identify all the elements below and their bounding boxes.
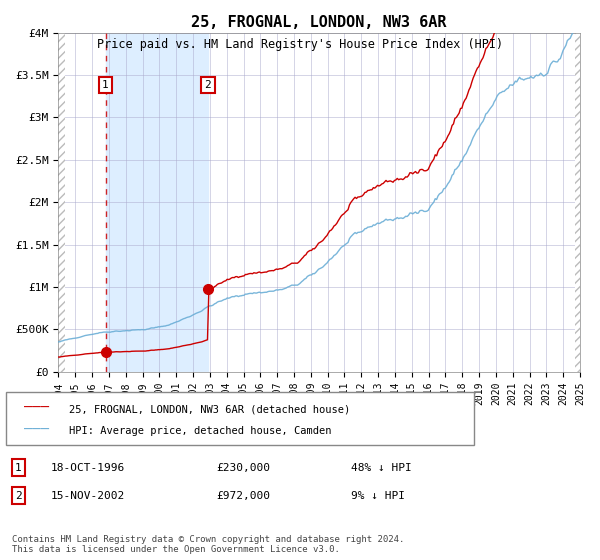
- Text: ———: ———: [24, 401, 49, 414]
- Text: Price paid vs. HM Land Registry's House Price Index (HPI): Price paid vs. HM Land Registry's House …: [97, 38, 503, 50]
- Text: 9% ↓ HPI: 9% ↓ HPI: [351, 491, 405, 501]
- Bar: [575, 32, 585, 372]
- Text: £972,000: £972,000: [216, 491, 270, 501]
- Text: HPI: Average price, detached house, Camden: HPI: Average price, detached house, Camd…: [69, 426, 331, 436]
- Text: 1: 1: [102, 80, 109, 90]
- Text: £230,000: £230,000: [216, 463, 270, 473]
- Text: 25, FROGNAL, LONDON, NW3 6AR (detached house): 25, FROGNAL, LONDON, NW3 6AR (detached h…: [69, 404, 350, 414]
- Title: 25, FROGNAL, LONDON, NW3 6AR: 25, FROGNAL, LONDON, NW3 6AR: [191, 15, 447, 30]
- Text: 2: 2: [15, 491, 22, 501]
- Text: 18-OCT-1996: 18-OCT-1996: [51, 463, 125, 473]
- Bar: [50, 32, 65, 372]
- Text: 2: 2: [205, 80, 211, 90]
- Text: 1: 1: [15, 463, 22, 473]
- Text: 48% ↓ HPI: 48% ↓ HPI: [351, 463, 412, 473]
- Text: Contains HM Land Registry data © Crown copyright and database right 2024.
This d: Contains HM Land Registry data © Crown c…: [12, 535, 404, 554]
- Text: 15-NOV-2002: 15-NOV-2002: [51, 491, 125, 501]
- Text: ———: ———: [24, 423, 49, 437]
- Bar: [106, 32, 208, 372]
